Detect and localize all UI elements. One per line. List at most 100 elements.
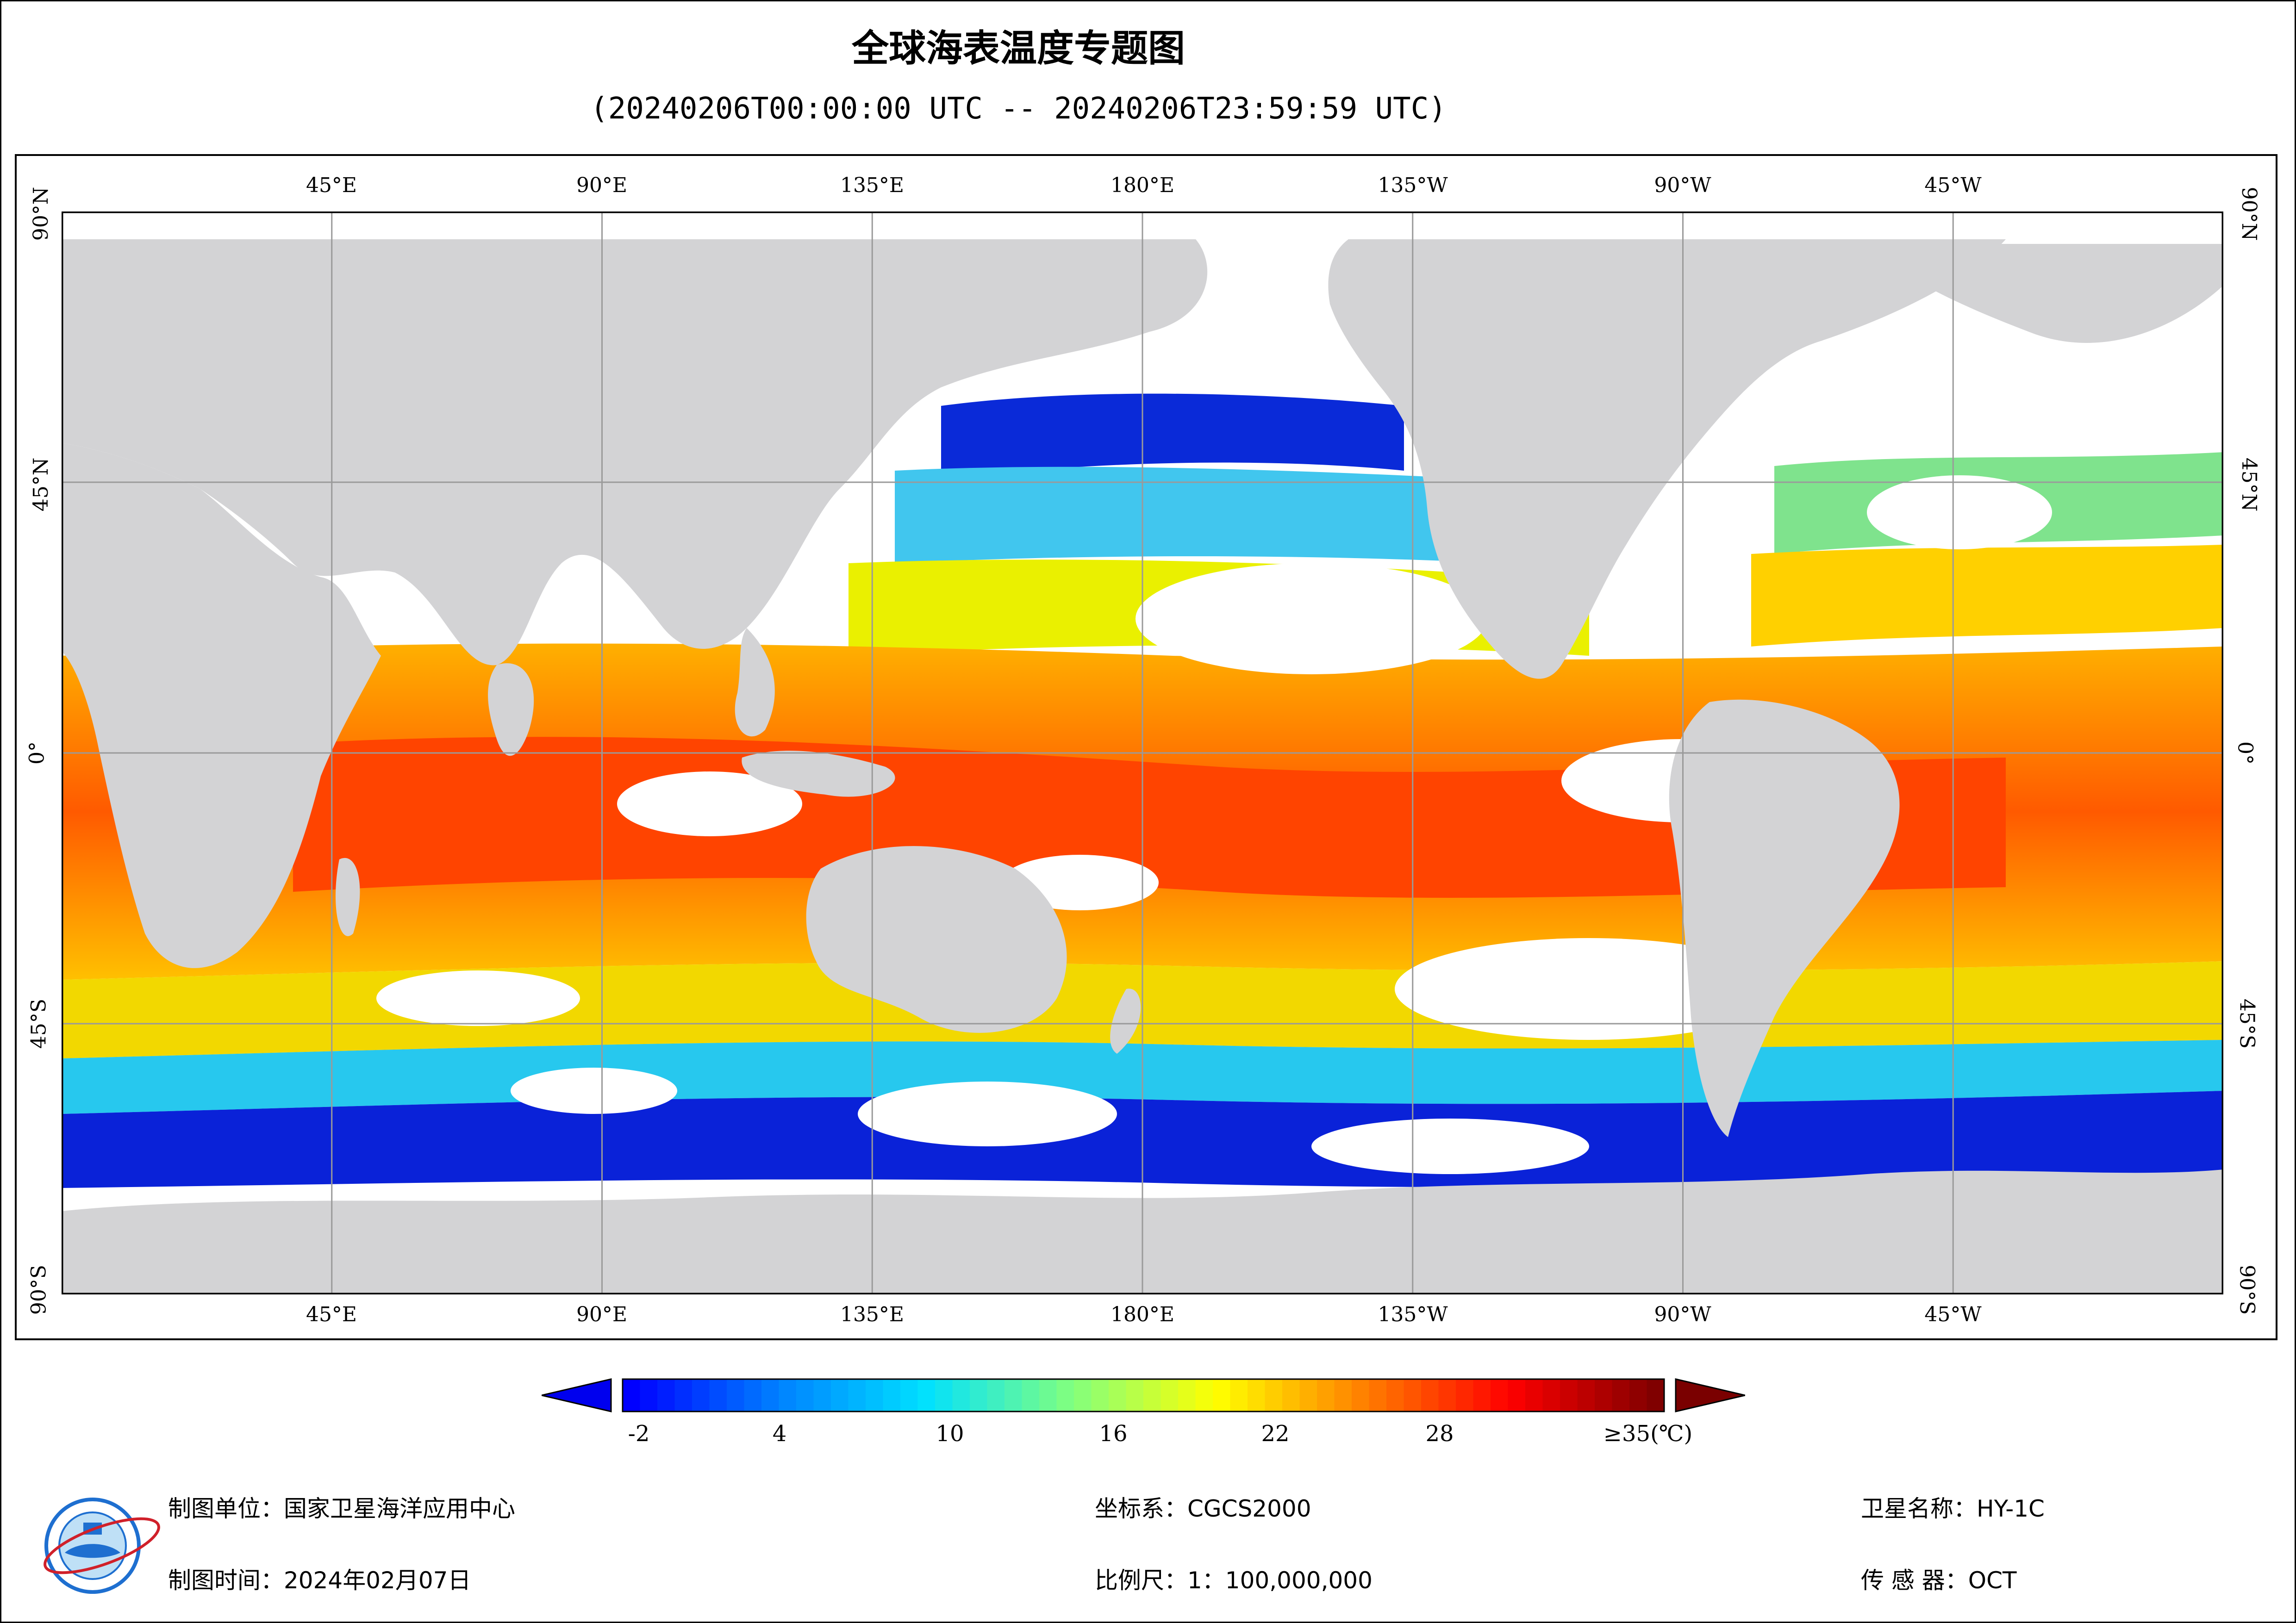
sst-north-pacific-cool xyxy=(895,466,1497,563)
sst-map xyxy=(62,211,2223,1294)
colorbar-cell xyxy=(900,1379,918,1412)
satellite-name: 卫星名称：HY-1C xyxy=(1861,1495,2045,1522)
colorbar-cell xyxy=(935,1379,953,1412)
land-india xyxy=(488,663,534,756)
land-south-america xyxy=(1669,699,1900,1137)
colorbar-cell xyxy=(761,1379,779,1412)
map-scale: 比例尺：1：100,000,000 xyxy=(1095,1567,1373,1594)
lat-tick-right-45s: 45°S xyxy=(2235,998,2259,1049)
colorbar-cell xyxy=(952,1379,970,1412)
lat-tick-left-90s: 90°S xyxy=(27,1264,51,1315)
colorbar-cell xyxy=(813,1379,831,1412)
sensor-name: 传 感 器：OCT xyxy=(1861,1567,2017,1594)
colorbar-cell xyxy=(1074,1379,1092,1412)
colorbar-cell xyxy=(1369,1379,1387,1412)
lon-tick-bottom-135e: 135°E xyxy=(840,1303,905,1326)
lat-tick-right-90s: 90°S xyxy=(2235,1264,2259,1315)
colorbar-cell xyxy=(848,1379,866,1412)
land-north-america xyxy=(1328,239,2006,679)
colorbar-cell xyxy=(1456,1379,1473,1412)
colorbar-cell xyxy=(1109,1379,1126,1412)
lon-tick-top-135e: 135°E xyxy=(840,174,905,197)
map-border xyxy=(62,211,2223,1294)
colorbar-label-minus2: -2 xyxy=(628,1421,650,1447)
colorbar-cell xyxy=(1178,1379,1196,1412)
colorbar-label-16: 16 xyxy=(1099,1421,1128,1447)
time-range-subtitle: (20240206T00:00:00 UTC -- 20240206T23:59… xyxy=(590,92,1447,126)
colorbar-cell xyxy=(1091,1379,1109,1412)
colorbar-cell xyxy=(1404,1379,1422,1412)
colorbar-low-arrow xyxy=(542,1378,612,1412)
lon-tick-bottom-180e: 180°E xyxy=(1110,1303,1175,1326)
colorbar-cell xyxy=(1595,1379,1612,1412)
colorbar-cell xyxy=(1004,1379,1022,1412)
land-eurasia xyxy=(62,239,1208,665)
colorbar-cell xyxy=(674,1379,693,1412)
colorbar-cell xyxy=(1560,1379,1578,1412)
colorbar-cell xyxy=(1577,1379,1595,1412)
map-frame xyxy=(15,154,2277,1340)
lon-tick-top-45w: 45°W xyxy=(1924,174,1982,197)
colorbar-cell xyxy=(1629,1379,1647,1412)
lon-tick-top-45e: 45°E xyxy=(306,174,357,197)
colorbar-cell xyxy=(987,1379,1005,1412)
colorbar-cell xyxy=(1352,1379,1369,1412)
colorbar-cell xyxy=(1612,1379,1630,1412)
lat-tick-left-45n: 45°N xyxy=(29,457,53,512)
colorbar-cell xyxy=(1473,1379,1491,1412)
colorbar-cell xyxy=(1282,1379,1300,1412)
page-title: 全球海表温度专题图 xyxy=(852,27,1185,70)
lon-tick-top-180e: 180°E xyxy=(1110,174,1175,197)
colorbar-cell xyxy=(796,1379,814,1412)
lon-tick-top-90w: 90°W xyxy=(1654,174,1711,197)
lat-tick-left-45s: 45°S xyxy=(27,998,51,1049)
colorbar-cell xyxy=(1491,1379,1508,1412)
mapping-unit: 制图单位：国家卫星海洋应用中心 xyxy=(168,1495,515,1522)
lon-tick-top-135w: 135°W xyxy=(1378,174,1448,197)
land-australia xyxy=(806,846,1067,1033)
lon-tick-bottom-45w: 45°W xyxy=(1924,1303,1982,1326)
colorbar-cell xyxy=(1317,1379,1335,1412)
lat-tick-right-0: 0° xyxy=(2233,741,2257,765)
colorbar-cell xyxy=(1022,1379,1040,1412)
colorbar-cell xyxy=(1647,1379,1665,1412)
colorbar-cell xyxy=(1126,1379,1144,1412)
colorbar-cell xyxy=(831,1379,849,1412)
colorbar-cell xyxy=(1386,1379,1404,1412)
colorbar-cell xyxy=(1508,1379,1526,1412)
colorbar-cell xyxy=(657,1379,675,1412)
lon-tick-bottom-90w: 90°W xyxy=(1654,1303,1711,1326)
lat-tick-left-90n: 90°N xyxy=(29,187,53,241)
lon-tick-bottom-45e: 45°E xyxy=(306,1303,357,1326)
colorbar-cell xyxy=(1525,1379,1543,1412)
land-southeast-asia xyxy=(735,628,775,737)
colorbar-cell xyxy=(709,1379,727,1412)
colorbar-cell xyxy=(1542,1379,1560,1412)
cloud-gaps xyxy=(376,475,2052,1174)
lat-tick-left-0: 0° xyxy=(25,741,49,765)
colorbar-cell xyxy=(779,1379,797,1412)
colorbar-label-4: 4 xyxy=(772,1421,787,1447)
colorbar-label-10: 10 xyxy=(936,1421,964,1447)
nsoas-logo-icon xyxy=(44,1498,160,1594)
sst-north-pacific-cold xyxy=(941,393,1404,480)
land-new-zealand xyxy=(1110,989,1141,1054)
lon-tick-bottom-90e: 90°E xyxy=(576,1303,628,1326)
land-africa xyxy=(62,443,381,968)
colorbar-cell xyxy=(1248,1379,1265,1412)
land-madagascar xyxy=(335,858,360,936)
coordinate-system: 坐标系：CGCS2000 xyxy=(1095,1495,1311,1522)
colorbar-cell xyxy=(1230,1379,1248,1412)
colorbar-cell xyxy=(1039,1379,1057,1412)
colorbar-frame xyxy=(622,1378,1665,1412)
colorbar-cell xyxy=(623,1379,640,1412)
colorbar-cell xyxy=(1265,1379,1283,1412)
colorbar-label-22: 22 xyxy=(1261,1421,1290,1447)
colorbar-cell xyxy=(640,1379,658,1412)
colorbar-cell xyxy=(1421,1379,1439,1412)
colorbar-cell xyxy=(692,1379,710,1412)
colorbar-high-arrow xyxy=(1675,1378,1745,1412)
lon-tick-bottom-135w: 135°W xyxy=(1378,1303,1448,1326)
colorbar-cell xyxy=(1160,1379,1179,1412)
